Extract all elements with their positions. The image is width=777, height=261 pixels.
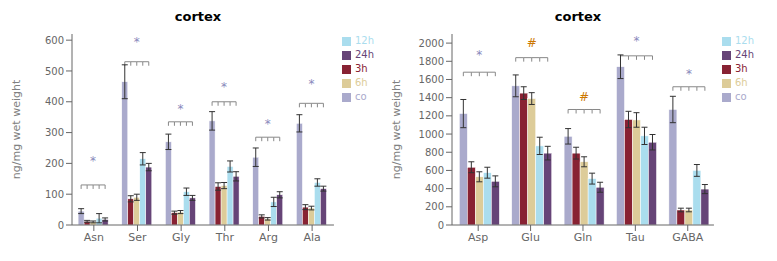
svg-text:ng/mg wet weight: ng/mg wet weight (390, 79, 403, 179)
svg-text:GABA: GABA (672, 231, 704, 244)
html-text:12h: 12h (354, 35, 374, 46)
svg-text:800: 800 (425, 147, 444, 158)
svg-text:1200: 1200 (419, 110, 444, 121)
svg-text:Ser: Ser (128, 231, 147, 244)
svg-text:1800: 1800 (419, 56, 444, 67)
svg-text:0: 0 (58, 220, 64, 231)
svg-text:300: 300 (45, 127, 64, 138)
svg-text:*: * (177, 102, 183, 116)
html-text:co: co (734, 91, 747, 102)
svg-text:*: * (134, 35, 140, 49)
html-text:24h: 24h (734, 49, 754, 60)
svg-text:*: * (265, 117, 271, 131)
html-text:3h: 3h (734, 63, 748, 74)
svg-text:400: 400 (45, 96, 64, 107)
svg-text:*: * (686, 67, 692, 81)
html-text:6h: 6h (734, 77, 748, 88)
svg-text:Asp: Asp (468, 231, 488, 244)
svg-text:500: 500 (45, 66, 64, 77)
svg-text:Glu: Glu (521, 231, 540, 244)
svg-text:*: * (221, 80, 227, 94)
svg-text:200: 200 (45, 158, 64, 169)
svg-text:Ala: Ala (303, 231, 320, 244)
svg-text:2000: 2000 (419, 38, 444, 49)
html-text:cortex: cortex (554, 9, 602, 24)
svg-text:Gln: Gln (574, 231, 593, 244)
svg-text:*: * (476, 48, 482, 62)
svg-text:Thr: Thr (215, 231, 235, 244)
svg-text:Gly: Gly (172, 231, 191, 244)
svg-text:Tau: Tau (625, 231, 645, 244)
svg-text:600: 600 (425, 165, 444, 176)
svg-text:*: * (308, 77, 314, 91)
svg-text:*: * (633, 34, 639, 48)
svg-text:#: # (579, 90, 589, 104)
svg-text:600: 600 (45, 35, 64, 46)
svg-text:#: # (527, 36, 537, 50)
html-text:3h: 3h (354, 63, 368, 74)
html-text:24h: 24h (354, 49, 374, 60)
html-text:co: co (354, 91, 367, 102)
svg-text:Asn: Asn (84, 231, 104, 244)
svg-text:*: * (90, 154, 96, 168)
svg-text:ng/mg wet weight: ng/mg wet weight (10, 79, 23, 179)
svg-text:1000: 1000 (419, 129, 444, 140)
svg-text:1600: 1600 (419, 74, 444, 85)
svg-text:200: 200 (425, 201, 444, 212)
svg-text:100: 100 (45, 189, 64, 200)
html-text:12h: 12h (734, 35, 754, 46)
svg-text:0: 0 (438, 220, 444, 231)
svg-text:400: 400 (425, 183, 444, 194)
html-text:cortex: cortex (174, 9, 222, 24)
html-text:6h: 6h (354, 77, 368, 88)
svg-text:1400: 1400 (419, 92, 444, 103)
svg-text:Arg: Arg (259, 231, 278, 244)
